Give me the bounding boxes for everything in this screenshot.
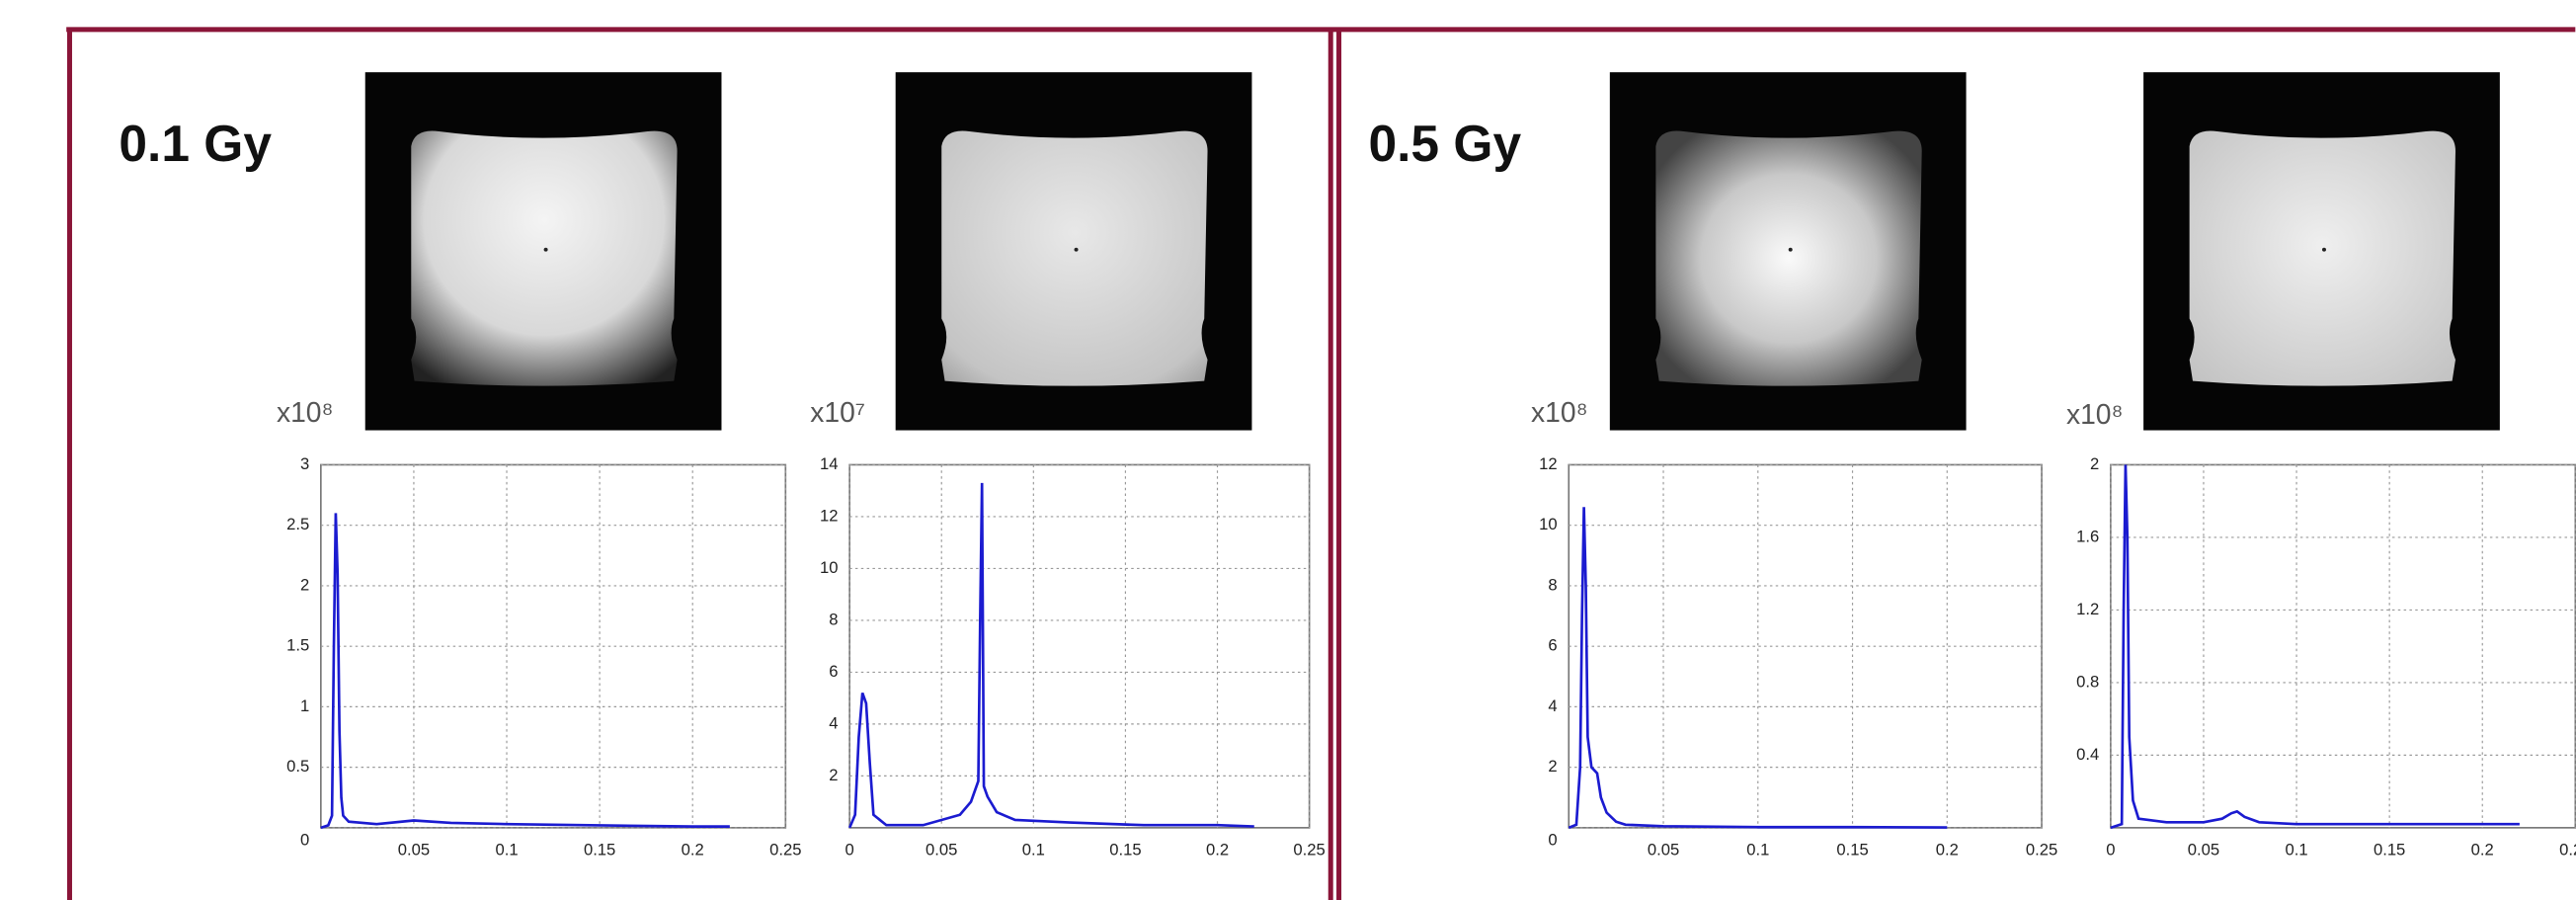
y-tick-label: 0.8	[2076, 672, 2099, 691]
x-tick-label: 0	[845, 841, 854, 859]
y-tick-label: 1.2	[2076, 600, 2099, 618]
y-tick-label: 2.5	[286, 515, 309, 533]
center-dot	[1074, 247, 1079, 252]
y-tick-label: 12	[1539, 454, 1557, 473]
x-tick-label: 0.1	[1746, 841, 1769, 859]
spectrum-line	[847, 482, 1254, 829]
x-tick-label: 0.25	[2026, 841, 2057, 859]
phantom-image	[364, 72, 722, 431]
y-tick-label: 6	[829, 662, 838, 681]
panel-border	[66, 29, 1342, 900]
spectrum-line	[320, 513, 730, 830]
x-tick-label: 0.2	[1936, 841, 1959, 859]
y-multiplier: x10⁸	[277, 396, 333, 428]
x-tick-label: 0.15	[2374, 841, 2405, 859]
x-tick-label: 0.25	[2559, 841, 2576, 859]
panel-label: 0.5 Gy	[1368, 115, 1521, 172]
y-tick-label: 2	[1548, 757, 1557, 776]
x-tick-label: 0.05	[1648, 841, 1679, 859]
center-dot	[543, 247, 548, 252]
plot-area	[2110, 463, 2576, 829]
center-dot	[1788, 247, 1793, 252]
phantom-image	[895, 72, 1252, 431]
center-dot	[2321, 247, 2326, 252]
x-tick-label: 0.15	[584, 841, 615, 859]
y-tick-label: 0	[1548, 831, 1557, 850]
y-multiplier: x10⁸	[1531, 396, 1587, 428]
y-tick-label: 8	[829, 610, 838, 628]
phantom	[941, 130, 1208, 386]
x-tick-label: 0.25	[1293, 841, 1325, 859]
y-tick-label: 2	[2090, 454, 2099, 473]
y-tick-label: 0	[300, 831, 309, 850]
plot-area	[848, 463, 1311, 829]
y-tick-label: 1.5	[286, 636, 309, 655]
phantom	[1655, 130, 1922, 386]
x-tick-label: 0.25	[769, 841, 801, 859]
y-tick-label: 10	[820, 558, 838, 577]
y-tick-label: 14	[820, 454, 838, 473]
y-tick-label: 4	[829, 713, 838, 732]
phantom-image	[1609, 72, 1967, 431]
phantom-image	[2143, 72, 2500, 431]
y-tick-label: 0.4	[2076, 745, 2099, 764]
y-tick-label: 6	[1548, 636, 1557, 655]
y-tick-label: 3	[300, 454, 309, 473]
phantom	[2189, 130, 2455, 386]
y-tick-label: 0.5	[286, 757, 309, 776]
y-tick-label: 1.6	[2076, 527, 2099, 545]
y-tick-label: 2	[300, 575, 309, 594]
y-tick-label: 8	[1548, 575, 1557, 594]
spectrum-line	[1568, 507, 1948, 830]
x-tick-label: 0.05	[926, 841, 957, 859]
x-tick-label: 0.1	[495, 841, 518, 859]
x-tick-label: 0.05	[2188, 841, 2219, 859]
x-tick-label: 0	[2106, 841, 2115, 859]
x-tick-label: 0.1	[1022, 841, 1045, 859]
y-multiplier: x10⁸	[2066, 398, 2123, 430]
x-tick-label: 0.2	[682, 841, 704, 859]
x-tick-label: 0.1	[2286, 841, 2308, 859]
y-tick-label: 2	[829, 766, 838, 784]
y-multiplier: x10⁷	[810, 396, 865, 428]
y-tick-label: 10	[1539, 515, 1557, 533]
spectrum-line	[2110, 464, 2520, 830]
phantom	[411, 130, 678, 386]
x-tick-label: 0.05	[398, 841, 430, 859]
x-tick-label: 0.15	[1836, 841, 1868, 859]
x-tick-label: 0.2	[2471, 841, 2494, 859]
y-tick-label: 1	[300, 696, 309, 715]
y-tick-label: 4	[1548, 696, 1557, 715]
panel-label: 0.1 Gy	[119, 115, 272, 172]
x-tick-label: 0.15	[1109, 841, 1141, 859]
x-tick-label: 0.2	[1206, 841, 1229, 859]
y-tick-label: 12	[820, 506, 838, 525]
